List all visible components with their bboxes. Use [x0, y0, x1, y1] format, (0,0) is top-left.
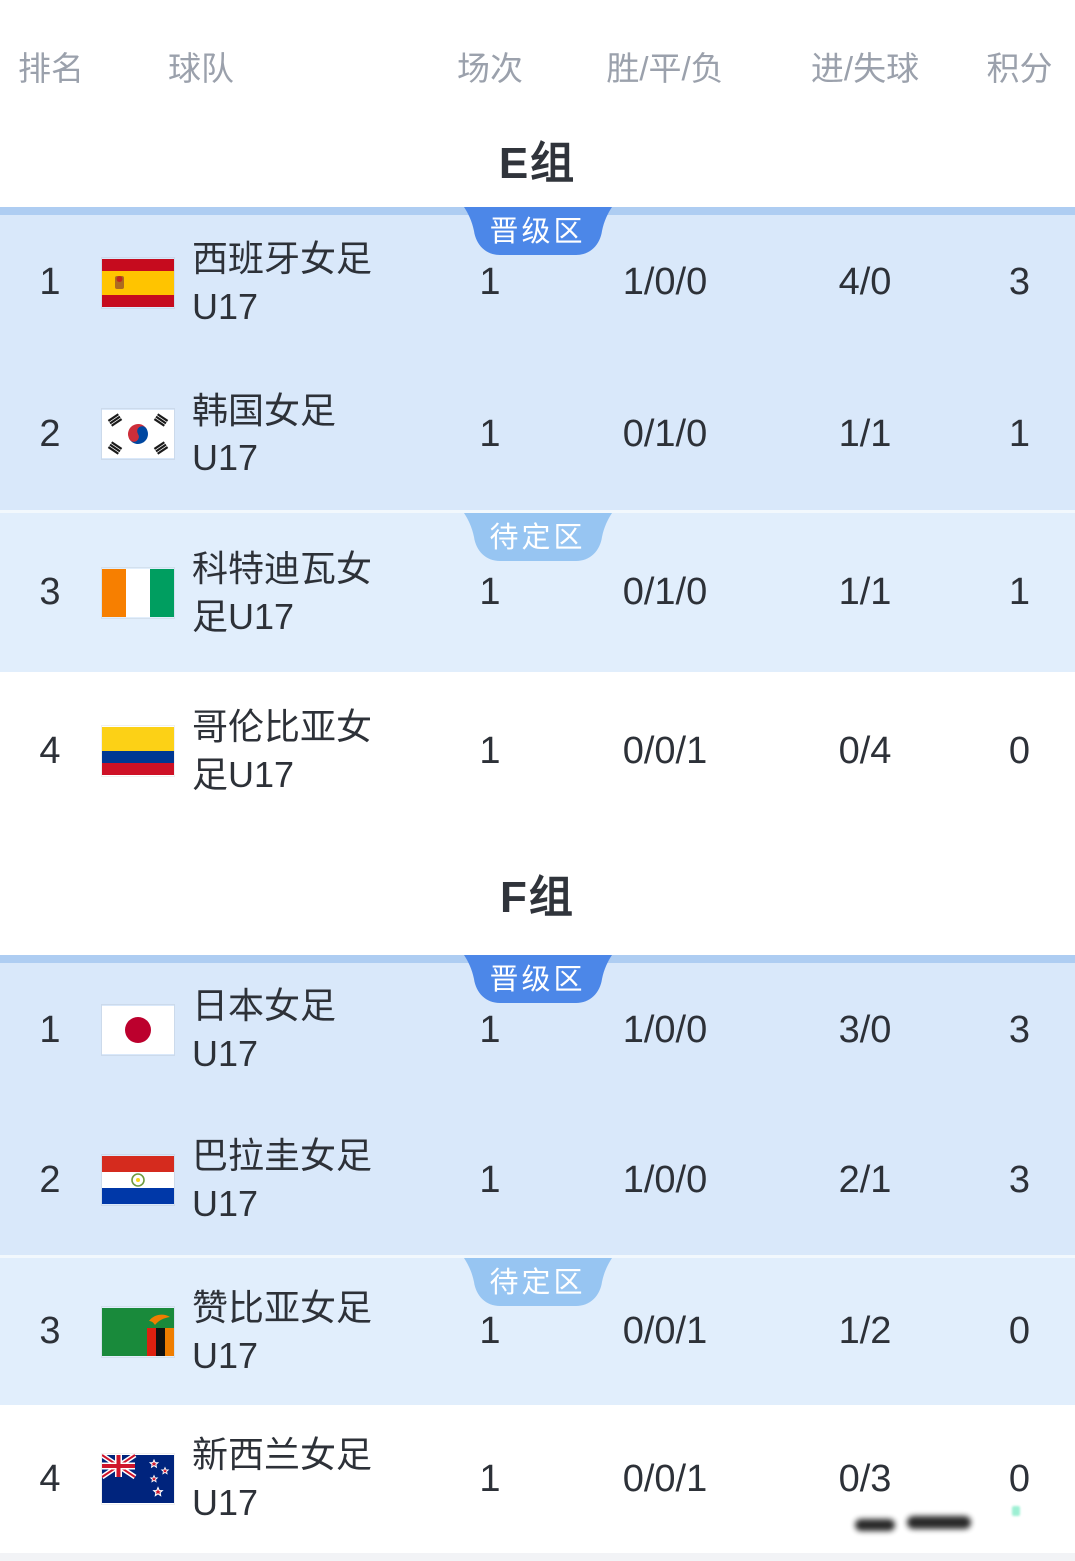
table-row[interactable]: 3 赞比亚女足U17 1 0/0/1 1/2 0 [0, 1258, 1075, 1405]
rank: 4 [39, 1457, 61, 1500]
group-e-pending-section: 待定区 3 科特迪瓦女足U17 1 0/1/0 1/1 1 [0, 510, 1075, 672]
goals-for-against: 4/0 [838, 261, 892, 304]
table-row[interactable]: 4 哥伦比亚女足U17 1 0/0/1 0/4 0 [0, 672, 1075, 830]
win-draw-loss: 1/0/0 [622, 1158, 708, 1201]
pending-zone-badge: 待定区 [463, 513, 612, 561]
points: 0 [1008, 729, 1031, 772]
rank: 3 [39, 571, 61, 613]
win-draw-loss: 1/0/0 [622, 261, 708, 304]
badge-ribbon-icon [463, 955, 612, 1003]
rank: 1 [39, 261, 61, 304]
played: 1 [479, 571, 501, 613]
group-f-promotion-section: 晋级区 1 日本女足U17 1 1/0/0 3/0 3 2 [0, 955, 1075, 1255]
watermark-smudge [907, 1516, 971, 1529]
win-draw-loss: 0/1/0 [622, 571, 708, 613]
artifact-dot [1012, 1506, 1020, 1516]
team-name: 韩国女足U17 [192, 389, 337, 479]
new-zealand-flag-icon [102, 1454, 174, 1504]
group-f-bottom-section: 4 [0, 1405, 1075, 1553]
header-wdl: 胜/平/负 [606, 50, 724, 87]
team-name: 哥伦比亚女足U17 [192, 706, 373, 795]
points: 0 [1008, 1310, 1031, 1352]
promotion-zone-label: 晋级区 [489, 964, 586, 996]
goals-for-against: 0/4 [838, 729, 892, 772]
watermark-smudge [855, 1519, 895, 1531]
cote-divoire-flag-icon [102, 568, 174, 618]
played: 1 [479, 261, 501, 304]
header-points: 积分 [986, 50, 1053, 87]
win-draw-loss: 0/0/1 [622, 1457, 708, 1500]
goals-for-against: 1/2 [838, 1310, 892, 1352]
team-name: 科特迪瓦女足U17 [192, 547, 373, 637]
played: 1 [479, 1008, 501, 1051]
table-row[interactable]: 2 巴拉圭女足U17 1 1/0/0 2/1 3 [0, 1105, 1075, 1255]
points: 3 [1008, 1008, 1031, 1051]
promotion-zone-badge: 晋级区 [463, 955, 612, 1003]
goals-for-against: 3/0 [838, 1008, 892, 1051]
points: 0 [1008, 1457, 1031, 1500]
japan-flag-icon [102, 1005, 174, 1055]
badge-ribbon-icon [463, 1258, 612, 1306]
group-f-title: F组 [500, 872, 575, 922]
bottom-divider [0, 1553, 1075, 1561]
win-draw-loss: 0/0/1 [622, 1310, 708, 1352]
rank: 2 [39, 412, 61, 455]
header-rank: 排名 [18, 50, 84, 87]
table-row[interactable]: 4 [0, 1405, 1075, 1553]
points: 1 [1008, 412, 1031, 455]
spain-flag-icon [102, 258, 174, 308]
rank: 2 [39, 1158, 61, 1201]
badge-ribbon-icon [463, 207, 612, 255]
promotion-zone-badge: 晋级区 [463, 207, 612, 255]
points: 1 [1008, 571, 1031, 613]
header-team: 球队 [168, 50, 234, 87]
win-draw-loss: 0/0/1 [622, 729, 708, 772]
played: 1 [479, 412, 501, 455]
header-goals: 进/失球 [810, 50, 920, 87]
table-row[interactable]: 3 科特迪瓦女足U17 1 0/1/0 1/1 1 [0, 513, 1075, 672]
played: 1 [479, 729, 501, 772]
team-name: 西班牙女足U17 [192, 238, 373, 327]
rank: 1 [39, 1008, 61, 1051]
table-header: 排名 球队 场次 胜/平/负 进/失球 积分 [0, 0, 1075, 110]
south-korea-flag-icon [102, 409, 174, 459]
pending-zone-label: 待定区 [489, 1267, 586, 1299]
goals-for-against: 1/1 [838, 571, 892, 613]
team-name: 新西兰女足U17 [192, 1434, 373, 1523]
team-name: 赞比亚女足U17 [192, 1286, 373, 1376]
win-draw-loss: 1/0/0 [622, 1008, 708, 1051]
played: 1 [479, 1310, 501, 1352]
table-row[interactable]: 2 [0, 359, 1075, 511]
goals-for-against: 1/1 [838, 412, 892, 455]
group-f-pending-section: 待定区 3 赞比亚女足U17 1 0/0/1 1/2 0 [0, 1255, 1075, 1405]
rank: 3 [39, 1310, 61, 1352]
points: 3 [1008, 1158, 1031, 1201]
header-played: 场次 [457, 50, 523, 87]
goals-for-against: 0/3 [838, 1457, 892, 1500]
played: 1 [479, 1457, 501, 1500]
rank: 4 [39, 729, 61, 772]
win-draw-loss: 0/1/0 [622, 412, 708, 455]
paraguay-flag-icon [102, 1155, 174, 1205]
pending-zone-label: 待定区 [489, 522, 586, 554]
group-e-promotion-section: 晋级区 1 西班牙女足U17 1 1/0/0 4/0 3 2 [0, 207, 1075, 510]
group-e-bottom-section: 4 哥伦比亚女足U17 1 0/0/1 0/4 0 [0, 672, 1075, 830]
group-e-title: E组 [498, 138, 577, 188]
team-name: 日本女足U17 [192, 985, 337, 1074]
table-row[interactable]: 1 日本女足U17 1 1/0/0 3/0 3 [0, 955, 1075, 1105]
colombia-flag-icon [102, 726, 174, 776]
table-row[interactable]: 1 西班牙女足U17 1 1/0/0 4/0 3 [0, 207, 1075, 359]
team-name: 巴拉圭女足U17 [192, 1135, 373, 1224]
goals-for-against: 2/1 [838, 1158, 892, 1201]
badge-ribbon-icon [463, 513, 612, 561]
zambia-flag-icon [102, 1307, 174, 1357]
played: 1 [479, 1158, 501, 1201]
promotion-zone-label: 晋级区 [489, 216, 586, 248]
pending-zone-badge: 待定区 [463, 1258, 612, 1306]
points: 3 [1008, 261, 1031, 304]
